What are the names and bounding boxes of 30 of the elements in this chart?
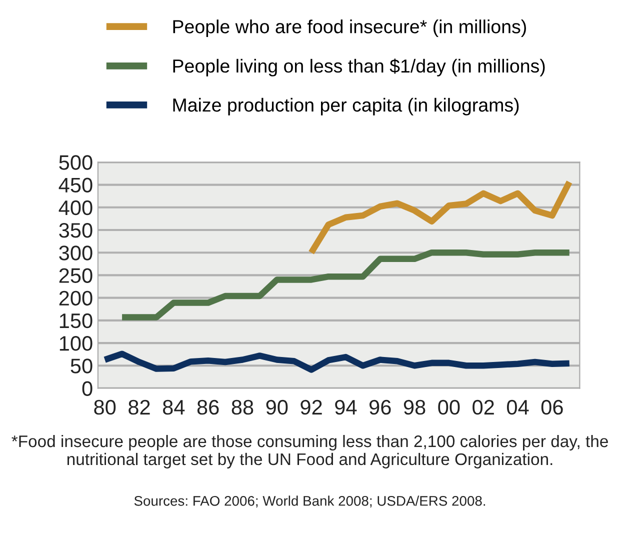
x-tick-label: 00 [438,400,460,415]
y-tick-label: 400 [58,200,92,216]
source-note: Sources: FAO 2006; World Bank 2008; USDA/ERS 2008. [134,496,486,508]
x-tick-label: 94 [335,400,357,415]
x-tick-label: 06 [541,400,563,415]
y-tick-label: 200 [59,290,92,306]
x-tick-label: 90 [266,400,288,415]
x-tick-label: 80 [94,400,116,415]
legend-label: People who are food insecure* (in millions) [173,20,526,38]
x-tick-label: 98 [404,400,426,415]
y-tick-label: 250 [59,268,92,283]
legend-label: People living on less than $1/day (in millions) [173,58,545,76]
y-tick-label: 0 [82,381,92,396]
x-tick-label: 82 [128,400,150,415]
x-tick-label: 04 [506,400,529,415]
y-tick-label: 300 [59,246,92,260]
x-tick-label: 86 [197,400,219,415]
y-tick-label: 350 [59,223,92,238]
x-tick-label: 96 [370,400,391,415]
x-tick-label: 88 [232,400,254,415]
legend-label: Maize production per capita (in kilograms) [173,98,519,116]
text: *Food insecure people are those consuming less than 2,100 calories per day, the nutritional target set by the UN Food and Agriculture Organization. [12,434,608,468]
x-tick-label: 02 [472,400,494,415]
y-tick-label: 50 [70,358,92,374]
x-tick-label: 92 [300,400,322,415]
y-tick-label: 100 [60,336,92,351]
x-tick-label: 84 [162,400,185,415]
y-tick-label: 150 [60,313,92,328]
y-tick-label: 500 [59,155,92,170]
y-tick-label: 450 [58,178,92,193]
